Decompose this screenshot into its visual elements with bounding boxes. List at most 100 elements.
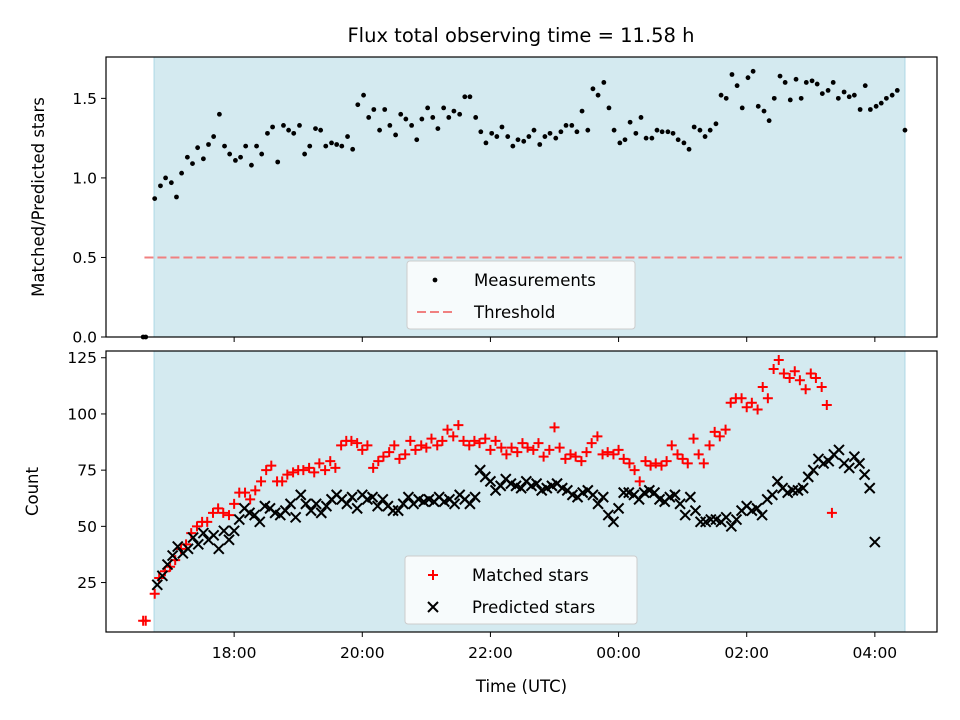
measurement-point — [505, 134, 511, 139]
measurement-point — [777, 73, 783, 79]
x-tick-label: 02:00 — [724, 644, 769, 662]
matched-star-point — [522, 442, 533, 453]
measurement-point — [782, 80, 788, 85]
y-tick-label: 1.5 — [72, 90, 97, 108]
predicted-star-point — [843, 462, 855, 474]
matched-star-point — [650, 458, 661, 469]
measurement-point — [902, 127, 908, 133]
predicted-star-point — [371, 500, 384, 512]
matched-star-point — [570, 451, 581, 462]
measurement-point — [211, 134, 217, 139]
chart-title: Flux total observing time = 11.58 h — [347, 24, 694, 47]
predicted-star-point — [248, 509, 261, 521]
predicted-star-point — [233, 513, 245, 526]
matched-star-point — [288, 467, 299, 478]
measurement-point — [195, 145, 201, 151]
measurement-point — [841, 89, 847, 95]
predicted-star-point — [864, 482, 876, 494]
predicted-star-point — [315, 507, 327, 519]
predicted-star-point — [151, 579, 163, 591]
measurement-point — [681, 140, 687, 146]
predicted-star-point — [705, 513, 717, 526]
legend-box — [404, 555, 638, 625]
measurement-point — [553, 135, 559, 141]
legend-label: Threshold — [473, 303, 555, 322]
matched-star-point — [757, 381, 768, 392]
matched-star-point — [352, 438, 363, 449]
matched-star-point — [384, 447, 395, 458]
matched-star-point — [469, 435, 480, 446]
y-axis-label: Matched/Predicted stars — [29, 97, 48, 297]
measurement-point — [286, 127, 292, 133]
predicted-star-point — [346, 491, 358, 503]
y-tick-label: 25 — [77, 574, 97, 592]
y-tick-label: 0.0 — [72, 329, 97, 347]
measurement-point — [862, 83, 868, 89]
matched-star-point — [442, 424, 453, 435]
measurement-point — [526, 134, 532, 139]
matched-star-point — [240, 487, 251, 498]
measurement-point — [510, 143, 516, 149]
predicted-star-point — [494, 480, 507, 492]
measurement-point — [547, 130, 553, 136]
measurement-point — [307, 143, 313, 149]
predicted-star-point — [648, 486, 661, 499]
measurement-point — [393, 132, 399, 138]
measurement-point — [531, 127, 537, 133]
matched-star-point — [661, 456, 672, 467]
matched-star-point — [618, 453, 629, 464]
measurement-point — [814, 81, 820, 87]
matched-star-point — [608, 449, 619, 460]
measurement-point — [851, 92, 857, 98]
measurement-point — [569, 123, 575, 128]
predicted-star-point — [869, 536, 881, 548]
measurement-point — [206, 142, 211, 147]
measurement-point — [889, 92, 895, 98]
measurement-point — [627, 119, 633, 125]
predicted-star-point — [279, 504, 292, 517]
predicted-star-point — [156, 570, 169, 582]
matched-star-point — [794, 375, 805, 386]
measurement-point — [313, 126, 318, 131]
axes-frame — [105, 56, 938, 338]
matched-star-point — [458, 435, 469, 446]
predicted-star-point — [787, 484, 799, 497]
measurement-point — [558, 129, 564, 135]
matched-star-point — [800, 384, 811, 395]
measurement-point — [265, 130, 270, 136]
predicted-star-point — [300, 498, 312, 510]
measurement-point — [563, 123, 569, 128]
measurement-point — [297, 123, 302, 128]
x-tick-label: 18:00 — [212, 644, 257, 662]
matched-star-point — [544, 444, 555, 455]
matched-star-point — [368, 462, 379, 473]
x-axis-label: Time (UTC) — [475, 677, 567, 696]
matched-star-point — [672, 449, 683, 460]
measurement-point — [670, 130, 676, 136]
matched-star-point — [698, 458, 709, 469]
measurement-point — [654, 127, 660, 133]
matched-star-point — [528, 444, 539, 455]
measurement-point — [494, 134, 500, 139]
matched-star-point — [485, 444, 496, 455]
measurement-point — [825, 88, 831, 93]
matched-star-point — [373, 456, 384, 467]
matched-star-point — [533, 438, 544, 449]
predicted-star-point — [674, 498, 686, 510]
y-tick-label: 75 — [77, 462, 97, 480]
predicted-star-point — [295, 489, 307, 501]
measurement-point — [830, 80, 836, 85]
matched-star-point — [682, 458, 693, 469]
matched-star-point — [453, 420, 464, 431]
predicted-star-point — [515, 482, 527, 494]
y-tick-label: 50 — [77, 518, 97, 536]
predicted-star-point — [771, 475, 784, 488]
matched-star-point — [202, 516, 213, 527]
matched-star-point — [736, 393, 747, 404]
measurement-point — [713, 121, 719, 127]
matched-star-point — [512, 447, 523, 458]
matched-star-point — [464, 440, 475, 451]
predicted-star-point — [223, 534, 235, 546]
matched-star-point — [789, 366, 800, 377]
predicted-star-point — [802, 471, 814, 483]
